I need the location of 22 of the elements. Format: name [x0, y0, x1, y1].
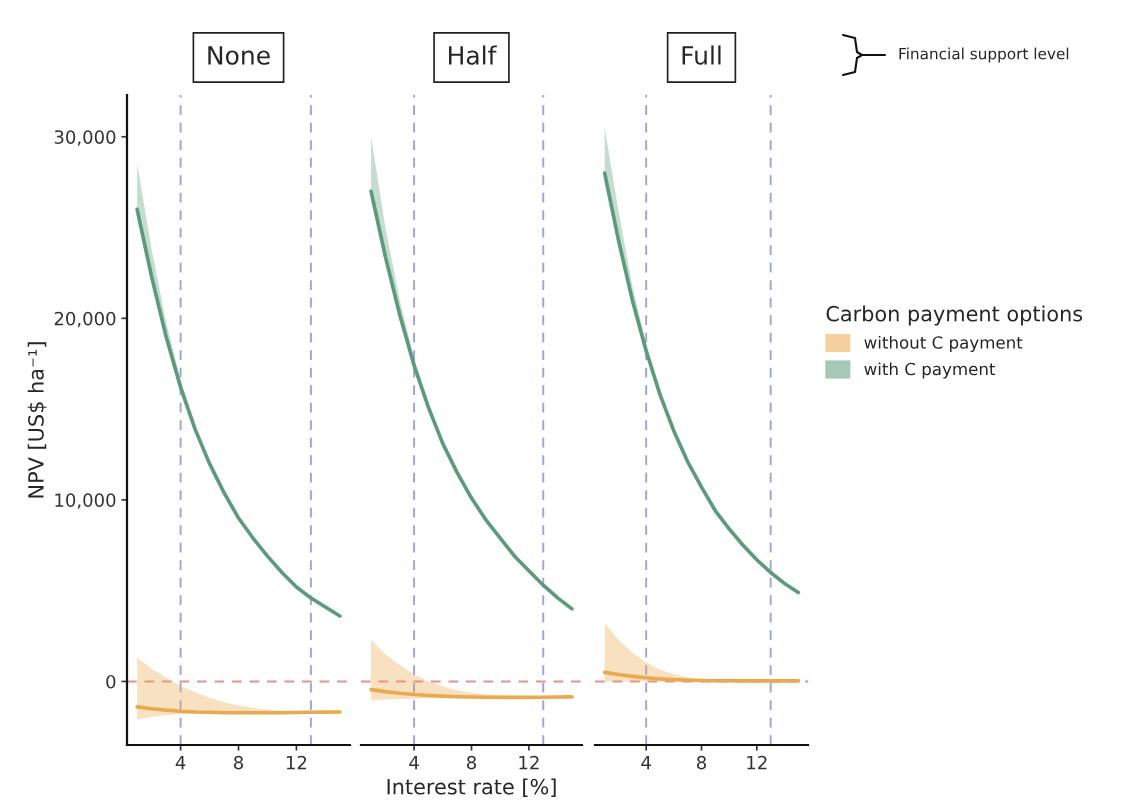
x-tick-label: 4: [409, 755, 419, 770]
legend-label: with C payment: [864, 362, 996, 379]
y-axis-title: NPV [US$ ha⁻¹]: [27, 342, 47, 498]
y-tick-label: 30,000: [54, 130, 116, 146]
x-tick-label: 4: [175, 755, 186, 770]
chart-title: Half: [449, 45, 497, 65]
y-tick-label: 20,000: [54, 311, 116, 328]
x-axis-title: Interest rate [%]: [387, 778, 556, 798]
x-tick-label: 12: [286, 755, 307, 770]
x-tick-label: 12: [747, 755, 767, 770]
text: Financial support level: [899, 47, 1069, 63]
chart-title: Full: [682, 45, 721, 65]
legend-label: without C payment: [864, 335, 1023, 353]
x-tick-label: 4: [641, 755, 651, 770]
y-tick-label: 0: [106, 674, 116, 689]
x-tick-label: 8: [696, 755, 707, 770]
y-tick-label: 10,000: [55, 493, 116, 509]
legend-title: Carbon payment options: [826, 305, 1083, 326]
chart-title: None: [208, 46, 270, 65]
x-tick-label: 8: [466, 755, 477, 770]
x-tick-label: 8: [233, 755, 244, 770]
x-tick-label: 12: [519, 755, 539, 770]
